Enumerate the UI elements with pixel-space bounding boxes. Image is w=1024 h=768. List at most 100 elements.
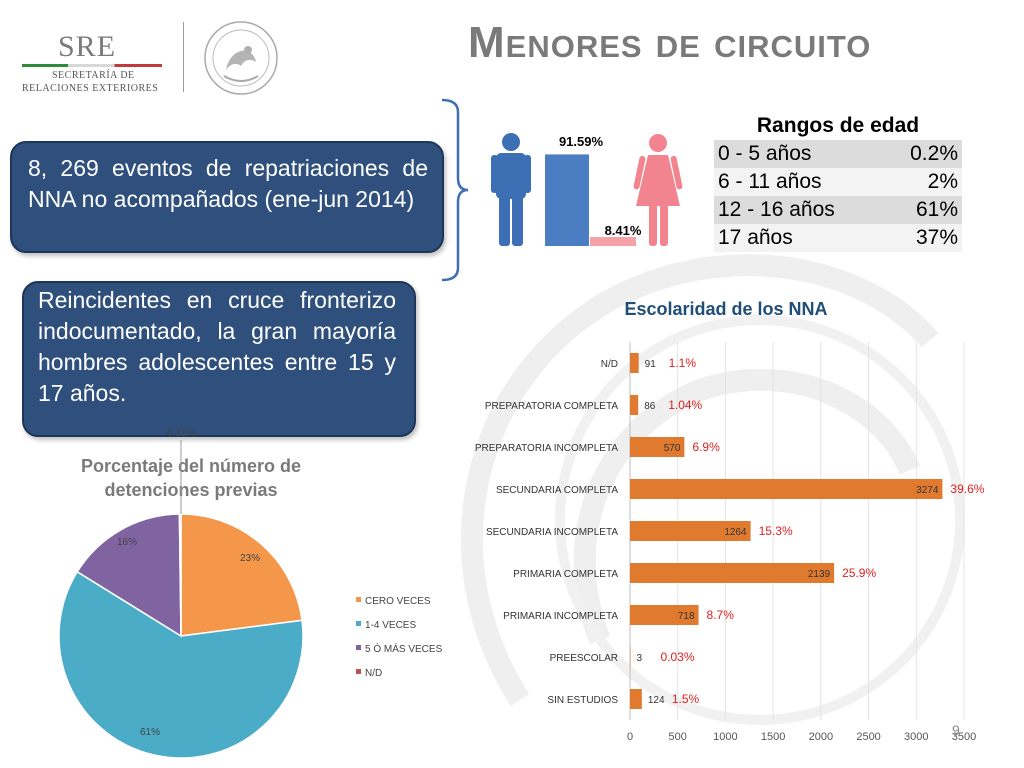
legend-swatch bbox=[356, 669, 361, 674]
pie-slice bbox=[58, 570, 304, 759]
category-label: PRIMARIA COMPLETA bbox=[513, 569, 618, 580]
age-percent-cell: 2% bbox=[854, 168, 962, 196]
x-tick-label: 2000 bbox=[809, 731, 833, 743]
category-label: PRIMARIA INCOMPLETA bbox=[503, 611, 618, 622]
sre-logo-line2: RELACIONES EXTERIORES bbox=[22, 83, 159, 94]
legend-label: 1-4 VECES bbox=[365, 620, 416, 631]
pie-value-label: 16% bbox=[117, 537, 137, 548]
legend-swatch bbox=[356, 645, 361, 650]
bar bbox=[630, 647, 631, 667]
bar-value-label: 2139 bbox=[808, 569, 831, 580]
table-row: 12 - 16 años 61% bbox=[714, 196, 962, 224]
age-range-cell: 0 - 5 años bbox=[714, 140, 854, 168]
logo-divider bbox=[183, 22, 184, 92]
bracket-connector bbox=[441, 98, 469, 282]
bar-percent-label: 25.9% bbox=[842, 566, 876, 580]
x-tick-label: 3500 bbox=[952, 731, 976, 743]
male-person-icon bbox=[491, 133, 531, 246]
category-label: PREESCOLAR bbox=[550, 653, 618, 664]
age-percent-cell: 0.2% bbox=[854, 140, 962, 168]
flag-colors-bar bbox=[22, 64, 162, 67]
pie-value-label: 23% bbox=[240, 553, 260, 564]
male-percent-label: 91.59% bbox=[559, 134, 604, 149]
mexican-coat-of-arms-icon bbox=[204, 21, 278, 95]
bar-chart-title: Escolaridad de los NNA bbox=[624, 299, 827, 319]
category-label: SECUNDARIA INCOMPLETA bbox=[486, 527, 618, 538]
pie-slice bbox=[180, 513, 303, 637]
pie-chart-marks: 23% 61% 16% 0.21% bbox=[58, 428, 304, 759]
legend-swatch bbox=[356, 621, 361, 626]
female-person-icon bbox=[633, 134, 683, 246]
legend-label: N/D bbox=[365, 668, 382, 679]
bar-value-label: 3274 bbox=[916, 485, 939, 496]
bar bbox=[630, 563, 835, 583]
x-tick-label: 3000 bbox=[904, 731, 928, 743]
bar-value-label: 1264 bbox=[724, 527, 747, 538]
bar-percent-label: 1.1% bbox=[669, 356, 697, 370]
pie-value-label: 0.21% bbox=[167, 428, 195, 439]
bar bbox=[630, 689, 642, 709]
age-percent-cell: 37% bbox=[854, 224, 962, 252]
bar-value-label: 3 bbox=[637, 653, 643, 664]
category-label: PREPARATORIA COMPLETA bbox=[485, 401, 619, 412]
bar bbox=[630, 521, 751, 541]
category-label: SECUNDARIA COMPLETA bbox=[496, 485, 618, 496]
bar-percent-label: 0.03% bbox=[661, 650, 695, 664]
pie-chart-title-line1: Porcentaje del número de bbox=[81, 456, 301, 476]
bar-percent-label: 15.3% bbox=[759, 524, 793, 538]
repatriation-events-callout: 8, 269 eventos de repatriaciones de NNA … bbox=[10, 141, 444, 253]
bar-value-label: 718 bbox=[678, 611, 695, 622]
x-tick-label: 1500 bbox=[761, 731, 785, 743]
female-percent-label: 8.41% bbox=[605, 223, 642, 238]
age-range-cell: 17 años bbox=[714, 224, 854, 252]
x-tick-label: 2500 bbox=[856, 731, 880, 743]
category-label: SIN ESTUDIOS bbox=[547, 695, 618, 706]
bar-value-label: 86 bbox=[644, 401, 656, 412]
detentions-pie-chart: Porcentaje del número de detenciones pre… bbox=[58, 428, 443, 759]
sre-logo-text: SRE bbox=[58, 30, 117, 63]
age-range-table: Rangos de edad 0 - 5 años 0.2% 6 - 11 añ… bbox=[714, 112, 962, 252]
bar-percent-label: 6.9% bbox=[692, 440, 720, 454]
age-range-cell: 6 - 11 años bbox=[714, 168, 854, 196]
male-bar bbox=[545, 154, 589, 246]
legend-label: 5 Ó MÁS VECES bbox=[365, 642, 443, 655]
legend-swatch bbox=[356, 597, 361, 602]
table-row: 6 - 11 años 2% bbox=[714, 168, 962, 196]
bar-percent-label: 1.5% bbox=[672, 692, 700, 706]
table-row: 17 años 37% bbox=[714, 224, 962, 252]
x-tick-label: 0 bbox=[627, 731, 633, 743]
age-range-cell: 12 - 16 años bbox=[714, 196, 854, 224]
bar bbox=[630, 479, 943, 499]
bar bbox=[630, 605, 699, 625]
bar-value-label: 91 bbox=[645, 359, 657, 370]
x-tick-label: 1000 bbox=[713, 731, 737, 743]
page-number: 9 bbox=[952, 722, 960, 738]
bar-value-label: 124 bbox=[648, 695, 665, 706]
page-title: Menores de circuito bbox=[468, 18, 872, 67]
category-label: PREPARATORIA INCOMPLETA bbox=[475, 443, 619, 454]
category-label: N/D bbox=[601, 359, 618, 370]
bar-value-label: 570 bbox=[664, 443, 681, 454]
bar-percent-label: 8.7% bbox=[707, 608, 735, 622]
bar bbox=[630, 437, 685, 457]
bar-chart-marks: N/D 91 1.1% PREPARATORIA COMPLETA 86 1.04% PRE… bbox=[475, 353, 985, 709]
female-bar bbox=[590, 237, 636, 246]
repeat-offenders-callout: Reincidentes en cruce fronterizo indocum… bbox=[22, 281, 416, 437]
age-percent-cell: 61% bbox=[854, 196, 962, 224]
pie-slice bbox=[76, 513, 182, 638]
x-tick-label: 500 bbox=[669, 731, 687, 743]
schooling-bar-chart: Escolaridad de los NNA 0 500 1000 1500 2000 2… bbox=[475, 299, 985, 743]
bar bbox=[630, 395, 639, 415]
sre-logo-line1: SECRETARÍA DE bbox=[52, 70, 135, 81]
pie-chart-legend: CERO VECES 1-4 VECES 5 Ó MÁS VECES N/D bbox=[356, 596, 443, 679]
age-table-header: Rangos de edad bbox=[714, 112, 962, 140]
bar bbox=[630, 353, 639, 373]
bar-percent-label: 1.04% bbox=[668, 398, 702, 412]
legend-label: CERO VECES bbox=[365, 596, 431, 607]
gender-comparison: 91.59% 8.41% bbox=[491, 133, 683, 246]
pie-value-label: 61% bbox=[140, 727, 160, 738]
bar-percent-label: 39.6% bbox=[950, 482, 984, 496]
pie-chart-title-line2: detenciones previas bbox=[104, 480, 277, 500]
table-row: 0 - 5 años 0.2% bbox=[714, 140, 962, 168]
